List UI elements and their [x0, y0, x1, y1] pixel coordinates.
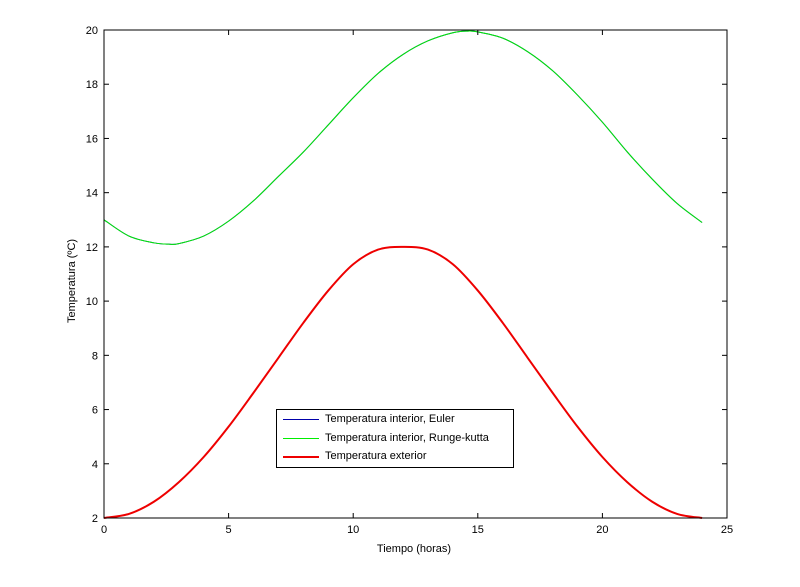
series-line-runge-kutta [103, 30, 703, 245]
x-tick-label: 10 [347, 524, 359, 536]
x-axis-label: Tiempo (horas) [377, 543, 451, 555]
legend: Temperatura interior, Euler Temperatura … [276, 409, 514, 468]
series-line-euler [103, 30, 703, 245]
legend-swatch-exterior [283, 456, 319, 458]
x-tick-label: 25 [721, 524, 733, 536]
y-tick-label: 4 [92, 459, 98, 471]
y-tick-label: 18 [86, 79, 98, 91]
y-tick-label: 6 [92, 405, 98, 417]
axes: 0 5 10 15 20 25 2 4 6 8 10 12 14 16 18 20 [86, 25, 733, 536]
y-tick-label: 20 [86, 25, 98, 37]
y-tick-label: 12 [86, 242, 98, 254]
legend-label-runge-kutta: Temperatura interior, Runge-kutta [325, 432, 489, 444]
y-tick-label: 16 [86, 133, 98, 145]
legend-label-euler: Temperatura interior, Euler [325, 413, 455, 425]
legend-label-exterior: Temperatura exterior [325, 450, 427, 462]
y-tick-label: 8 [92, 350, 98, 362]
legend-item-runge-kutta: Temperatura interior, Runge-kutta [277, 430, 513, 447]
x-tick-label: 15 [472, 524, 484, 536]
x-tick-label: 20 [596, 524, 608, 536]
x-tick-label: 5 [226, 524, 232, 536]
legend-swatch-runge-kutta [283, 438, 319, 439]
series-line-exterior [103, 245, 703, 519]
x-tick-label: 0 [101, 524, 107, 536]
plot-area [103, 30, 703, 519]
y-tick-label: 14 [86, 188, 98, 200]
legend-item-euler: Temperatura interior, Euler [277, 411, 513, 428]
legend-item-exterior: Temperatura exterior [277, 448, 513, 465]
y-tick-label: 2 [92, 513, 98, 525]
y-tick-label: 10 [86, 296, 98, 308]
legend-swatch-euler [283, 419, 319, 420]
y-axis-label: Temperatura (ºC) [66, 239, 78, 323]
axes-box [103, 29, 728, 519]
